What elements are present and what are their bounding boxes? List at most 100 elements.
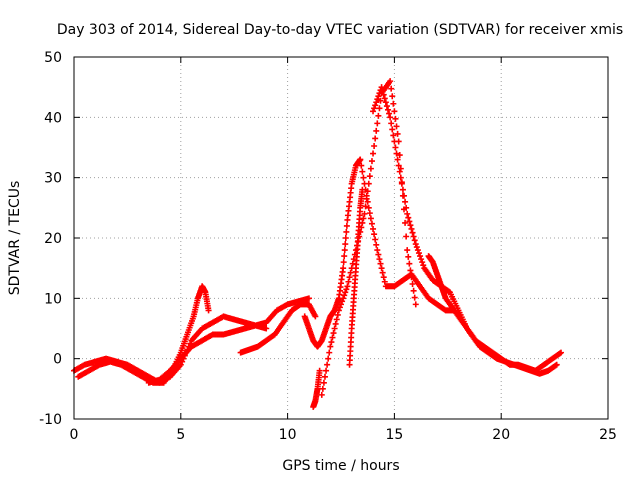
data-point (373, 99, 380, 106)
data-point (395, 162, 402, 169)
data-point (408, 225, 415, 232)
data-point (392, 115, 399, 122)
data-point (331, 325, 338, 332)
data-point (365, 204, 372, 211)
data-point (411, 237, 418, 244)
y-tick-label: 30 (44, 171, 62, 187)
data-point (405, 214, 412, 221)
data-point (332, 320, 339, 327)
data-point (376, 90, 383, 97)
data-point (371, 231, 378, 238)
data-point (371, 142, 378, 149)
data-point (367, 165, 374, 172)
data-point (346, 274, 353, 281)
data-point (370, 150, 377, 157)
data-point (340, 259, 347, 266)
data-point (389, 93, 396, 100)
data-point (335, 307, 342, 314)
data-point (343, 222, 350, 229)
x-tick-label: 0 (70, 427, 79, 443)
data-point (409, 229, 416, 236)
data-point (393, 123, 400, 130)
data-point (394, 156, 401, 163)
series-track-11 (346, 186, 366, 368)
data-point (412, 241, 419, 248)
y-tick-label: -10 (39, 412, 62, 428)
data-point (402, 198, 409, 205)
data-point (379, 269, 386, 276)
data-point (378, 265, 385, 272)
data-point (327, 343, 334, 350)
data-point (344, 283, 351, 290)
data-point (390, 132, 397, 139)
data-point (341, 292, 348, 299)
data-point (341, 247, 348, 254)
data-point (405, 253, 412, 260)
y-axis-label: SDTVAR / TECUs (7, 181, 23, 296)
data-point (373, 241, 380, 248)
data-point (403, 233, 410, 240)
series-track-5 (301, 156, 364, 350)
y-tick-label: 0 (53, 352, 62, 368)
data-point (205, 307, 212, 314)
data-point (366, 210, 373, 217)
data-point (386, 110, 393, 117)
data-point (312, 313, 319, 320)
data-point (396, 168, 403, 175)
data-point (407, 222, 414, 229)
data-markers (71, 78, 565, 410)
data-point (393, 150, 400, 157)
data-point (340, 265, 347, 272)
data-point (403, 204, 410, 211)
data-point (341, 253, 348, 260)
series-track-10 (425, 253, 560, 377)
data-point (397, 165, 404, 172)
data-point (347, 269, 354, 276)
data-point (402, 219, 409, 226)
series-track-3 (145, 295, 312, 386)
y-tick-label: 50 (44, 50, 62, 66)
data-point (384, 106, 391, 113)
data-point (362, 203, 369, 210)
series-track-4 (237, 301, 319, 356)
axis-ticks: 0 5 10 15 20 25 -10 0 10 20 30 40 50 (39, 50, 617, 443)
data-point (377, 260, 384, 267)
data-point (368, 220, 375, 227)
data-point (409, 281, 416, 288)
data-point (370, 225, 377, 232)
data-point (374, 247, 381, 254)
data-point (342, 289, 349, 296)
data-point (370, 108, 377, 115)
data-point (387, 78, 394, 85)
data-point (364, 198, 371, 205)
data-point (389, 126, 396, 133)
data-point (382, 99, 389, 106)
data-point (381, 278, 388, 285)
data-point (343, 228, 350, 235)
data-point (366, 173, 373, 180)
data-point (372, 236, 379, 243)
data-point (391, 108, 398, 115)
data-point (360, 174, 367, 181)
data-point (377, 97, 384, 104)
data-point (372, 102, 379, 109)
data-point (374, 120, 381, 127)
data-point (376, 256, 383, 263)
data-point (414, 247, 421, 254)
data-point (379, 87, 386, 94)
data-point (391, 138, 398, 145)
chart-title: Day 303 of 2014, Sidereal Day-to-day VTE… (57, 22, 623, 38)
data-point (388, 85, 395, 92)
data-point (342, 241, 349, 248)
data-point (380, 274, 387, 281)
data-point (413, 244, 420, 251)
data-point (263, 325, 270, 332)
data-point (323, 367, 330, 374)
data-point (404, 247, 411, 254)
data-point (320, 379, 327, 386)
data-point (367, 215, 374, 222)
data-point (305, 295, 312, 302)
data-point (330, 330, 337, 337)
data-point (412, 301, 419, 308)
